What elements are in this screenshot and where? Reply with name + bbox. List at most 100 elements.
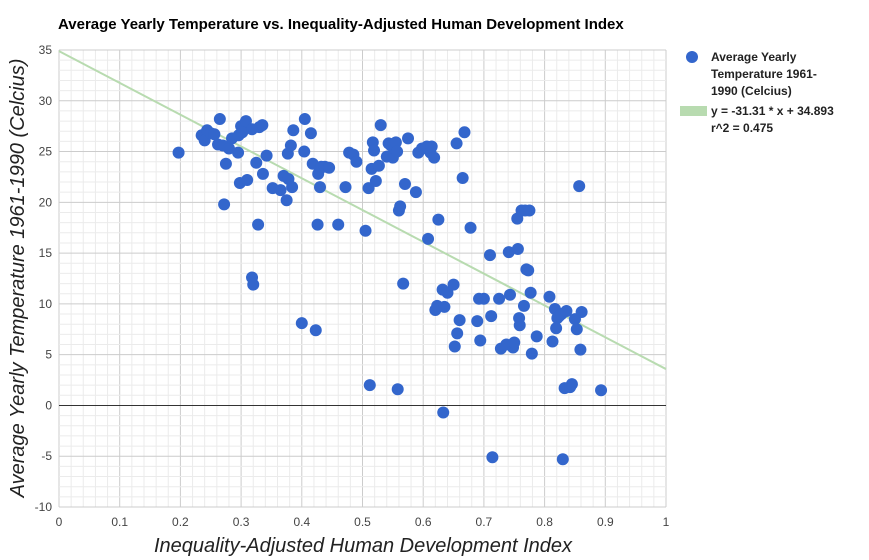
data-point [298,113,311,126]
legend-label-series-line-3: 1990 (Celcius) [711,84,792,98]
legend-label-series-line-1: Average Yearly [711,50,797,64]
data-point [458,126,471,139]
data-point [241,173,254,186]
data-point [595,384,608,397]
data-point [222,142,235,155]
data-point [339,181,352,194]
data-point [428,151,441,164]
legend-marker-series [686,51,698,63]
legend-label-series-line-2: Temperature 1961- [711,67,817,81]
legend-label-trendline-equation: y = -31.31 * x + 34.893 [711,104,834,118]
data-point [252,218,265,231]
y-tick-label: 30 [39,94,53,108]
data-point [450,137,463,150]
data-point [524,286,537,299]
data-point [236,126,249,139]
x-tick-label: 0.5 [354,515,371,529]
data-point [304,127,317,140]
data-point [447,278,460,291]
data-point [485,310,498,323]
data-point [504,288,517,301]
data-point [372,159,385,172]
y-axis-title: Average Yearly Temperature 1961-1990 (Ce… [7,59,29,499]
data-point [389,136,402,149]
data-point [309,324,322,337]
data-point [359,224,372,237]
data-point [394,200,407,213]
data-point [208,128,221,141]
data-point [250,156,263,169]
data-points [172,113,608,466]
legend-label-trendline-r2: r^2 = 0.475 [711,121,773,135]
data-point [232,146,245,159]
data-point [298,145,311,158]
data-point [280,194,293,207]
data-point [453,314,466,327]
data-point [574,343,587,356]
data-point [575,306,588,319]
data-point [474,334,487,347]
data-point [543,290,556,303]
y-tick-label: 15 [39,246,53,260]
tick-labels: 0 0.1 0.2 0.3 0.4 0.5 0.6 0.7 0.8 0.9 1 -10 -5 0 5 10 15… [35,43,670,529]
data-point [508,336,521,349]
data-point [522,264,535,277]
data-point [368,144,381,157]
data-point [477,292,490,305]
data-point [530,330,543,343]
data-point [464,221,477,234]
data-point [456,171,469,184]
data-point [398,178,411,191]
data-point [451,327,464,340]
chart-title: Average Yearly Temperature vs. Inequalit… [58,16,624,33]
data-point [546,335,559,348]
y-tick-label: 10 [39,297,53,311]
x-tick-label: 0 [56,515,63,529]
data-point [286,181,299,194]
data-point [483,249,496,262]
data-point [213,113,226,126]
data-point [350,155,363,168]
data-point [260,149,273,162]
data-point [397,277,410,290]
y-tick-label: -5 [41,449,52,463]
data-point [513,319,526,332]
data-point [295,317,308,330]
y-tick-label: 35 [39,43,53,57]
y-tick-label: 0 [45,398,52,412]
data-point [284,139,297,152]
data-point [502,246,515,259]
data-point [425,140,438,153]
data-point [550,322,563,335]
x-tick-label: 0.1 [111,515,128,529]
data-point [218,198,231,211]
data-point [517,299,530,312]
data-point [432,213,445,226]
x-tick-label: 1 [663,515,670,529]
x-tick-label: 0.8 [536,515,553,529]
data-point [391,145,404,158]
data-point [570,323,583,336]
gridlines [58,49,667,508]
data-point [422,232,435,245]
data-point [511,243,524,256]
data-point [523,204,536,217]
legend: Average Yearly Temperature 1961- 1990 (C… [680,50,834,135]
data-point [438,300,451,313]
x-tick-label: 0.2 [172,515,189,529]
data-point [247,278,260,291]
data-point [287,124,300,137]
data-point [274,184,287,197]
data-point [256,119,269,132]
data-point [493,292,506,305]
data-point [219,157,232,170]
data-point [409,186,422,199]
x-tick-label: 0.3 [233,515,250,529]
data-point [256,167,269,180]
data-point [332,218,345,231]
x-tick-label: 0.7 [476,515,493,529]
x-tick-label: 0.9 [597,515,614,529]
data-point [172,146,185,159]
data-point [402,132,415,145]
